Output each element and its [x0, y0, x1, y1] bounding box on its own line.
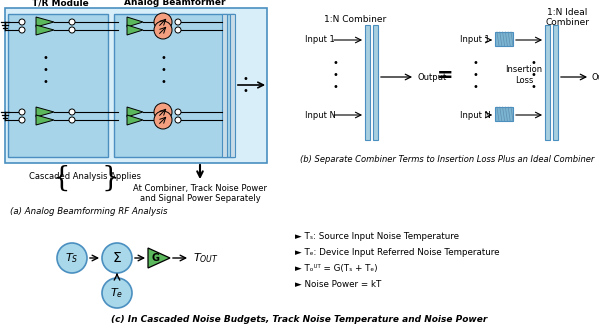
Text: (b) Separate Combiner Terms to Insertion Loss Plus an Ideal Combiner: (b) Separate Combiner Terms to Insertion…	[300, 155, 594, 164]
FancyBboxPatch shape	[8, 14, 108, 157]
Text: =: =	[437, 66, 453, 84]
Text: Output: Output	[592, 72, 599, 81]
Polygon shape	[36, 17, 54, 27]
Text: 1:N Ideal
Combiner: 1:N Ideal Combiner	[545, 8, 589, 27]
Text: Input N: Input N	[305, 111, 336, 120]
Text: Input 1: Input 1	[305, 36, 335, 45]
Circle shape	[154, 21, 172, 39]
Text: }: }	[101, 165, 119, 192]
FancyBboxPatch shape	[365, 25, 370, 140]
Text: G: G	[152, 253, 160, 263]
Polygon shape	[36, 25, 54, 35]
Circle shape	[175, 19, 181, 25]
Text: ► Noise Power = kT: ► Noise Power = kT	[295, 280, 382, 289]
Text: $T_S$: $T_S$	[65, 251, 78, 265]
Text: Input N: Input N	[460, 111, 491, 120]
Circle shape	[154, 111, 172, 129]
Polygon shape	[36, 115, 54, 125]
Text: ► Tₑ: Device Input Referred Noise Temperature: ► Tₑ: Device Input Referred Noise Temper…	[295, 248, 500, 257]
Text: (a) Analog Beamforming RF Analysis: (a) Analog Beamforming RF Analysis	[10, 207, 168, 216]
FancyBboxPatch shape	[373, 25, 378, 140]
Circle shape	[154, 103, 172, 121]
Polygon shape	[127, 107, 143, 117]
Circle shape	[69, 109, 75, 115]
Circle shape	[69, 19, 75, 25]
FancyBboxPatch shape	[495, 107, 513, 121]
FancyBboxPatch shape	[553, 25, 558, 140]
Text: •
•
•: • • •	[42, 53, 48, 87]
FancyBboxPatch shape	[114, 14, 234, 157]
Circle shape	[69, 27, 75, 33]
Polygon shape	[148, 248, 170, 268]
Text: Output: Output	[418, 72, 447, 81]
Text: (c) In Cascaded Noise Budgets, Track Noise Temperature and Noise Power: (c) In Cascaded Noise Budgets, Track Noi…	[111, 315, 487, 324]
Circle shape	[102, 278, 132, 308]
Text: {: {	[52, 165, 70, 192]
Text: •
•
•: • • •	[332, 58, 338, 91]
Polygon shape	[127, 25, 143, 35]
Circle shape	[19, 109, 25, 115]
Circle shape	[175, 117, 181, 123]
Polygon shape	[127, 17, 143, 27]
FancyBboxPatch shape	[545, 25, 550, 140]
Circle shape	[175, 27, 181, 33]
FancyBboxPatch shape	[230, 14, 235, 157]
Circle shape	[19, 27, 25, 33]
Text: T/R Module: T/R Module	[32, 0, 89, 7]
Text: ► Tₒᵁᵀ = G(Tₛ + Tₑ): ► Tₒᵁᵀ = G(Tₛ + Tₑ)	[295, 264, 377, 273]
Circle shape	[175, 109, 181, 115]
Text: •
•: • •	[242, 74, 248, 96]
Circle shape	[19, 19, 25, 25]
Text: Input 1: Input 1	[460, 36, 490, 45]
Text: •
•
•: • • •	[530, 58, 536, 91]
FancyBboxPatch shape	[222, 14, 227, 157]
Text: $T_e$: $T_e$	[110, 286, 123, 300]
Text: ► Tₛ: Source Input Noise Temperature: ► Tₛ: Source Input Noise Temperature	[295, 232, 459, 241]
Circle shape	[102, 243, 132, 273]
Circle shape	[154, 13, 172, 31]
Circle shape	[57, 243, 87, 273]
FancyBboxPatch shape	[495, 32, 513, 46]
FancyBboxPatch shape	[5, 8, 267, 163]
Text: •
•
•: • • •	[160, 53, 166, 87]
Text: $T_{OUT}$: $T_{OUT}$	[193, 251, 219, 265]
Polygon shape	[36, 107, 54, 117]
Text: Cascaded Analysis Applies: Cascaded Analysis Applies	[29, 172, 141, 181]
Polygon shape	[127, 115, 143, 125]
Text: 1:N Combiner: 1:N Combiner	[324, 15, 386, 24]
Text: •
•
•: • • •	[472, 58, 478, 91]
Text: Σ: Σ	[113, 251, 122, 265]
Text: Insertion
Loss: Insertion Loss	[506, 65, 543, 85]
Circle shape	[69, 117, 75, 123]
Circle shape	[19, 117, 25, 123]
Text: At Combiner, Track Noise Power
and Signal Power Separately: At Combiner, Track Noise Power and Signa…	[133, 184, 267, 203]
Text: Analog Beamformer: Analog Beamformer	[124, 0, 226, 7]
